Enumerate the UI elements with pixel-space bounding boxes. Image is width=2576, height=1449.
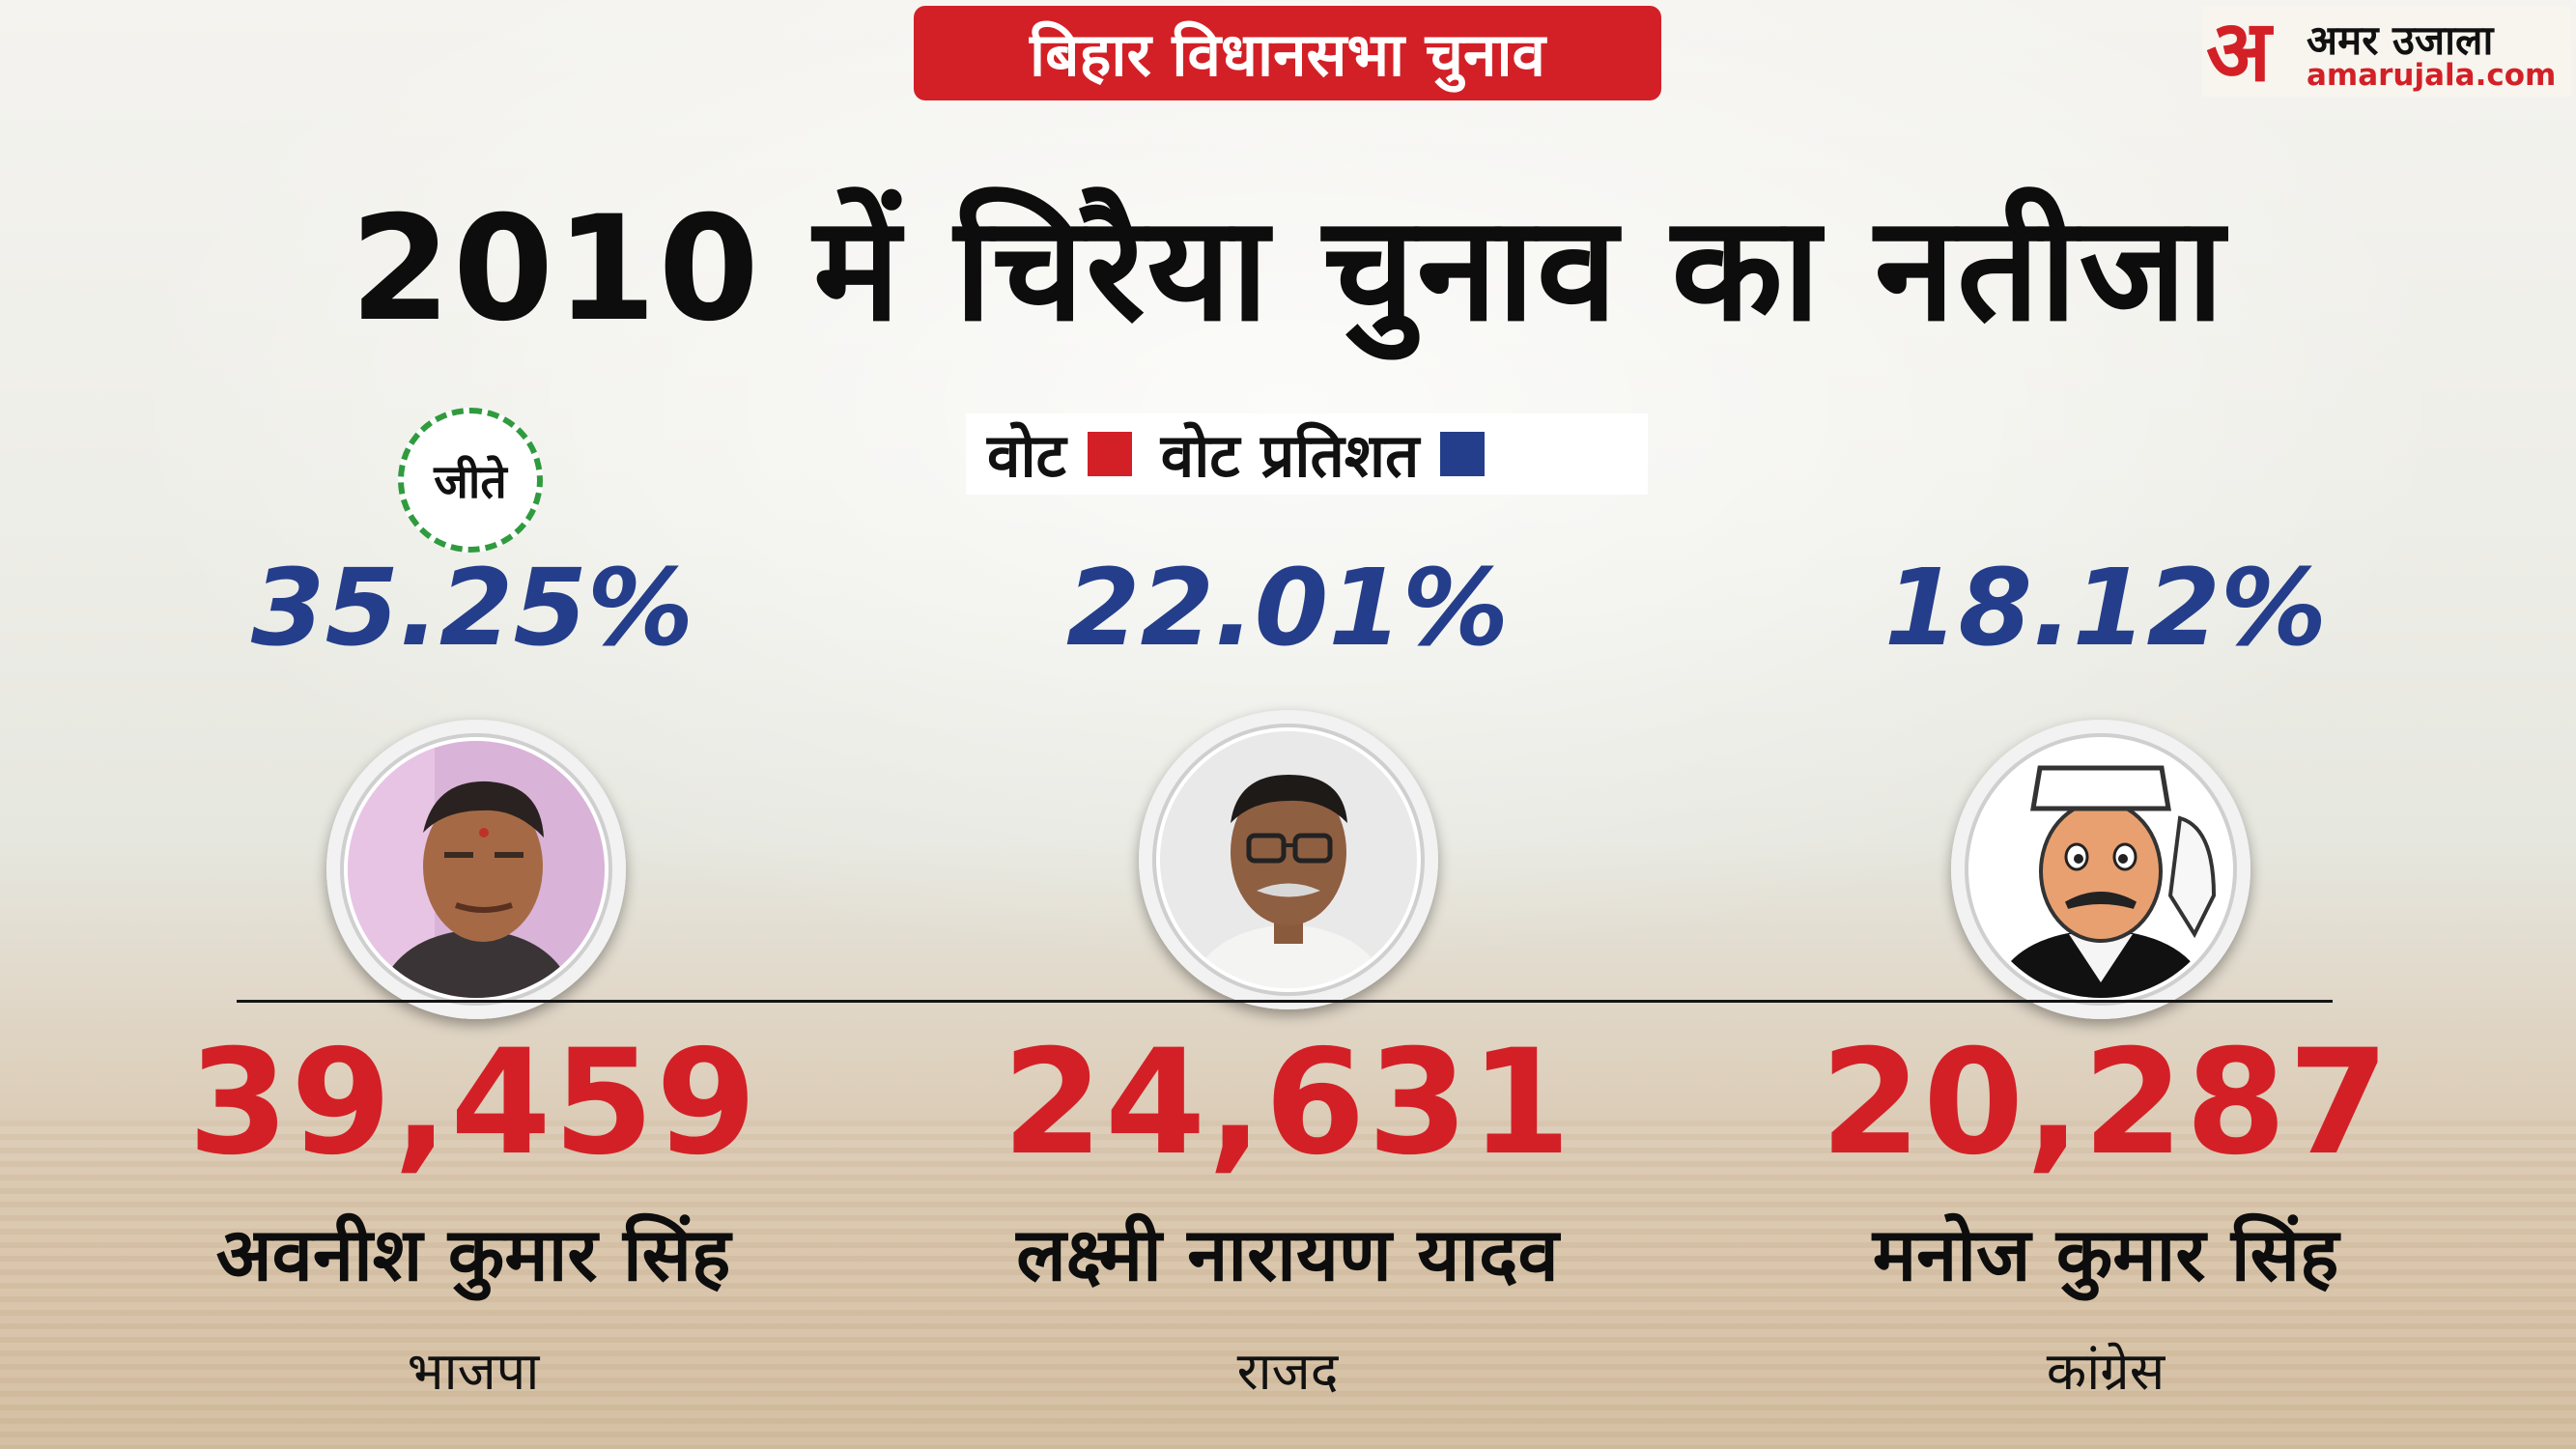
candidate-3-votes: 20,287 (1820, 1019, 2392, 1187)
candidate-2-party: राजद (1236, 1341, 1339, 1402)
candidate-3-percent: 18.12% (1883, 546, 2328, 669)
divider-line (237, 1000, 2333, 1003)
candidate-2-name: लक्ष्मी नारायण यादव (1016, 1211, 1559, 1297)
legend-percent-swatch (1440, 432, 1486, 476)
candidate-1-percent: 35.25% (250, 546, 694, 669)
section-badge: बिहार विधानसभा चुनाव (914, 6, 1661, 100)
candidate-3-name: मनोज कुमार सिंह (1872, 1211, 2339, 1297)
wood-background (0, 1121, 2576, 1449)
candidate-1-portrait-icon (348, 741, 605, 998)
candidate-3-photo (1951, 720, 2250, 1019)
winner-seal-icon: जीते (398, 408, 543, 553)
amarujala-logo: अ अमर उजाला amarujala.com (2202, 6, 2571, 97)
candidate-3-cartoon-icon (1972, 741, 2229, 998)
legend: वोट वोट प्रतिशत (966, 413, 1648, 495)
candidate-1-votes: 39,459 (187, 1019, 759, 1187)
legend-votes-label: वोट (987, 420, 1066, 491)
candidate-1-name: अवनीश कुमार सिंह (215, 1211, 731, 1297)
candidate-3-party: कांग्रेस (2046, 1341, 2166, 1402)
page-title: 2010 में चिरैया चुनाव का नतीजा (350, 185, 2226, 354)
legend-votes-swatch (1087, 432, 1132, 476)
legend-percent-label: वोट प्रतिशत (1160, 420, 1420, 491)
candidate-1-party: भाजपा (407, 1341, 540, 1402)
candidate-2-percent: 22.01% (1065, 546, 1510, 669)
logo-url-text: amarujala.com (2307, 58, 2557, 93)
candidate-2-votes: 24,631 (1002, 1019, 1573, 1187)
candidate-1-photo (326, 720, 626, 1019)
candidate-2-portrait-icon (1160, 731, 1417, 988)
candidate-2-photo (1139, 710, 1438, 1009)
logo-mark-icon: अ (2206, 1, 2272, 100)
logo-hindi-text: अमर उजाला (2307, 16, 2494, 64)
